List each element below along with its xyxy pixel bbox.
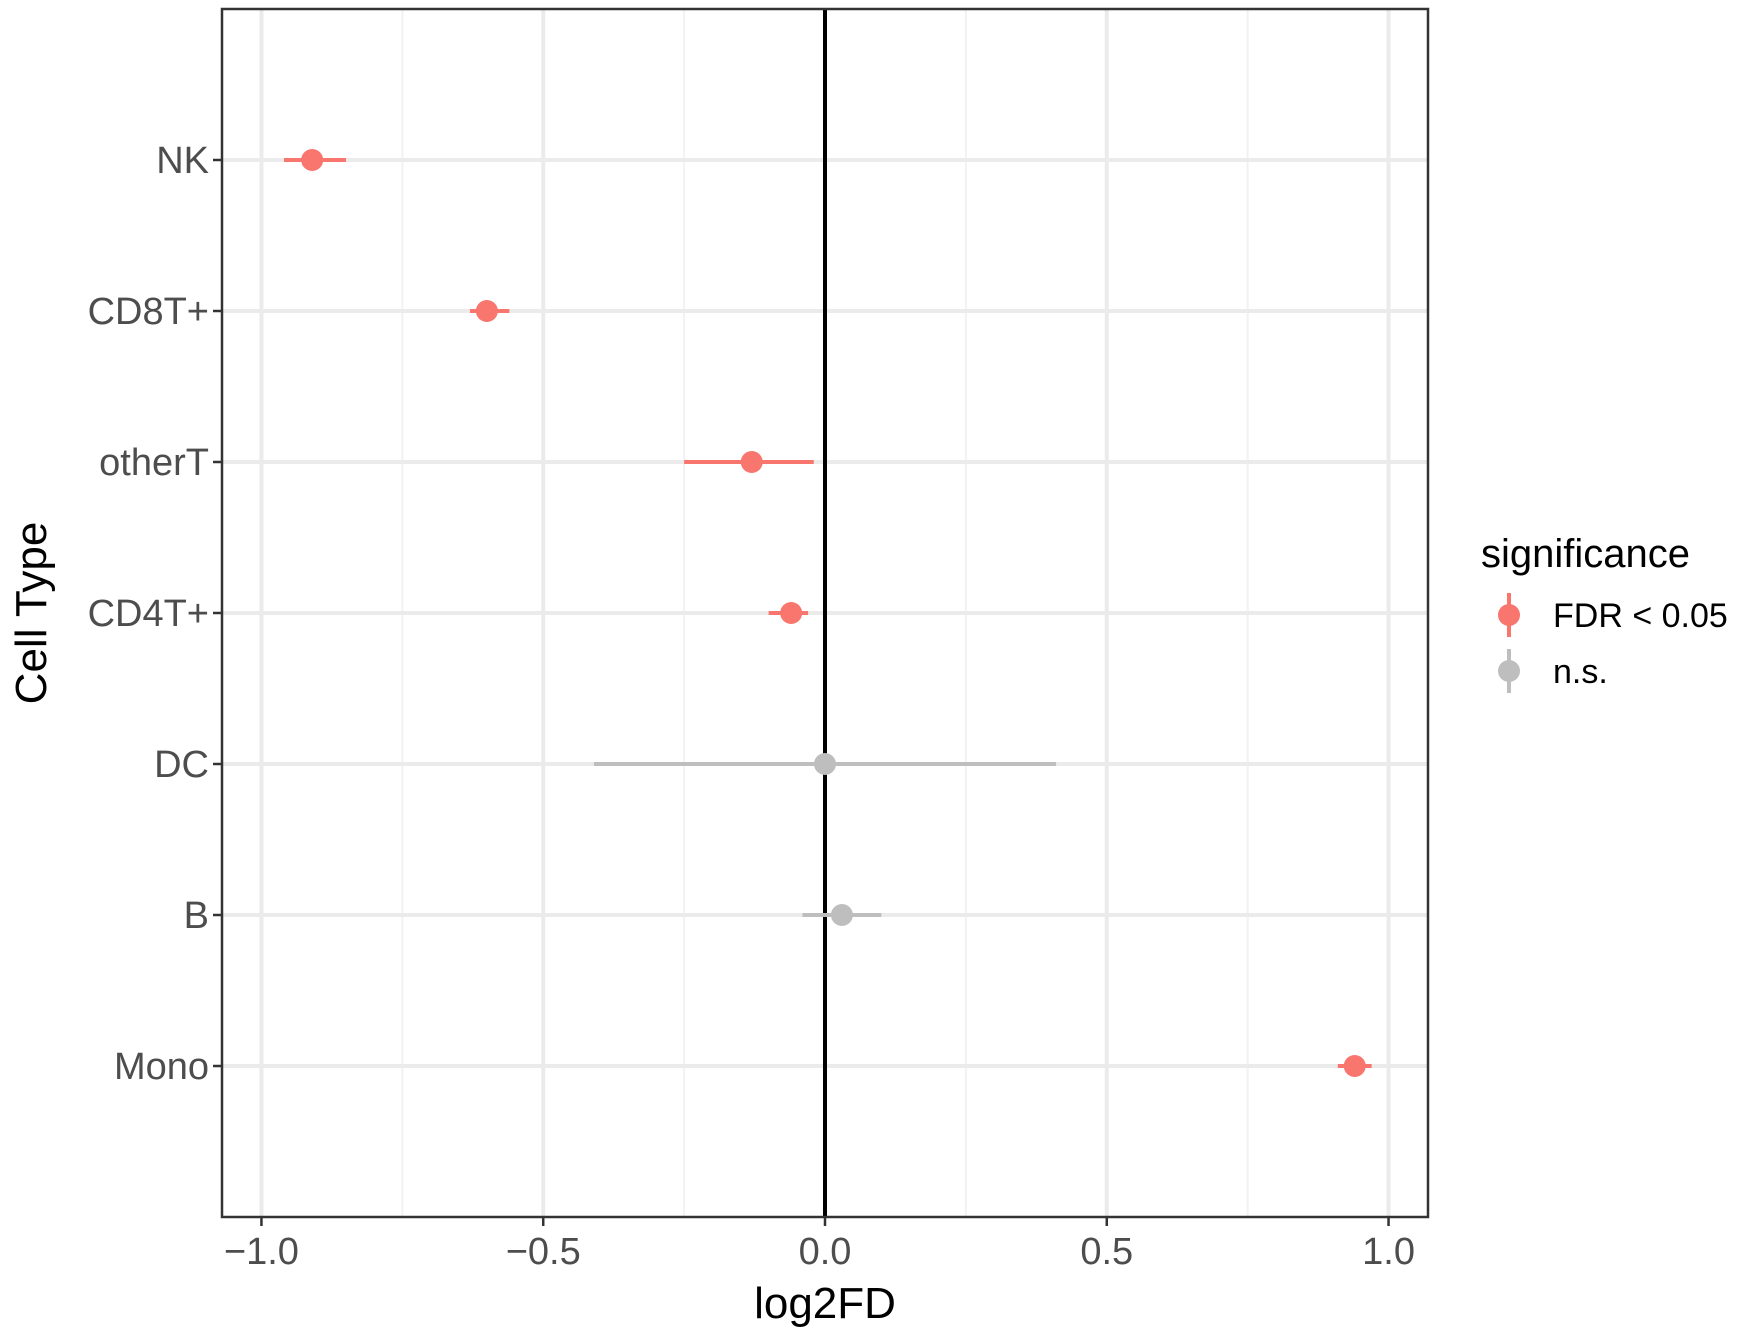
data-point <box>780 602 803 624</box>
legend-key-fdr-point <box>1498 604 1520 626</box>
data-point <box>475 300 498 322</box>
x-axis: −1.0 −0.5 0.0 0.5 1.0 <box>224 1217 1415 1273</box>
y-axis: NK CD8T+ otherT CD4T+ DC B Mono <box>88 140 222 1088</box>
y-tick-label: otherT <box>99 442 209 484</box>
legend-key-ns <box>1498 649 1520 693</box>
legend: significance FDR < 0.05 n.s. <box>1481 532 1728 693</box>
y-tick-label: CD8T+ <box>88 291 209 333</box>
x-tick-label: 1.0 <box>1362 1231 1415 1273</box>
x-tick-label: −0.5 <box>506 1231 581 1273</box>
legend-key-fdr <box>1498 593 1520 637</box>
legend-label-fdr: FDR < 0.05 <box>1553 597 1728 635</box>
x-tick-label: 0.5 <box>1080 1231 1133 1273</box>
y-tick-label: Mono <box>114 1046 209 1088</box>
data-point <box>814 753 836 775</box>
x-axis-title: log2FD <box>754 1279 896 1328</box>
y-tick-label: DC <box>154 744 209 786</box>
legend-title: significance <box>1481 532 1690 576</box>
data-point <box>830 904 853 926</box>
x-tick-label: 0.0 <box>799 1231 852 1273</box>
y-tick-label: NK <box>156 140 209 182</box>
y-tick-label: CD4T+ <box>88 593 209 635</box>
y-tick-label: B <box>184 895 209 937</box>
data-series <box>283 149 1372 1077</box>
legend-key-ns-point <box>1498 660 1520 682</box>
legend-label-ns: n.s. <box>1553 653 1608 691</box>
data-point <box>1343 1055 1366 1077</box>
data-point <box>301 149 324 171</box>
x-tick-label: −1.0 <box>224 1231 299 1273</box>
data-point <box>740 451 763 473</box>
y-axis-title: Cell Type <box>7 522 56 705</box>
